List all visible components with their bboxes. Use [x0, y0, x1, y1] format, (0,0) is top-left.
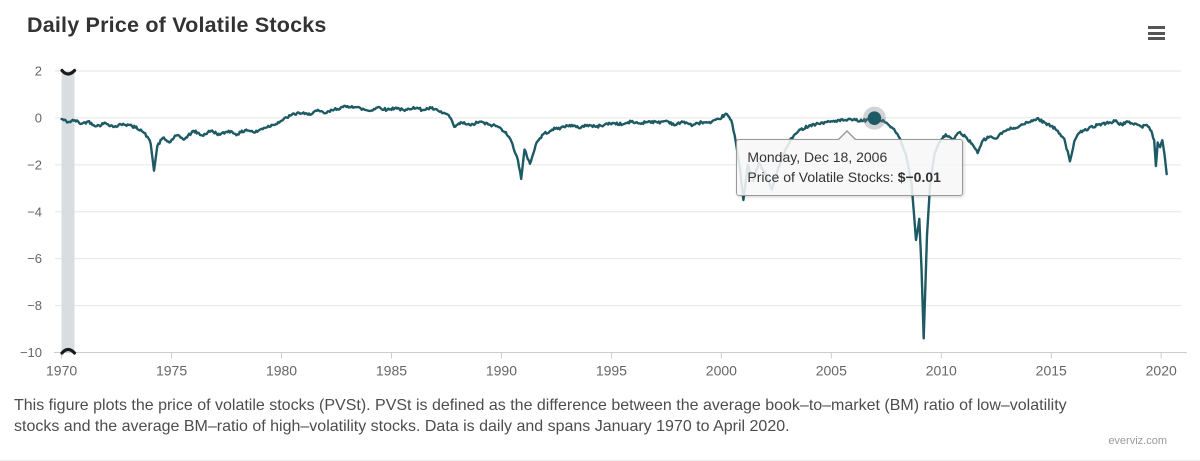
y-axis-scrollbar[interactable]: [61, 71, 75, 353]
y-axis-label: 0: [35, 110, 42, 125]
x-axis-label: 1985: [376, 363, 407, 379]
chevron-up-icon[interactable]: [60, 347, 77, 355]
chart-tooltip: Monday, Dec 18, 2006 Price of Volatile S…: [736, 130, 964, 196]
y-axis-label: −4: [27, 204, 42, 219]
point-marker[interactable]: [867, 111, 882, 125]
caption-line-2: stocks and the average BM–ratio of high–…: [14, 418, 790, 435]
x-axis-label: 1975: [156, 363, 187, 379]
everviz-credit-link[interactable]: everviz.com: [1108, 435, 1167, 447]
x-axis-label: 1995: [596, 363, 627, 379]
tooltip-value-row: Price of Volatile Stocks: $−0.01: [747, 167, 952, 187]
chevron-down-icon[interactable]: [60, 68, 77, 76]
series-line[interactable]: [60, 104, 1168, 340]
plot-area: 2 0 −2 −4 −6 −8 −10 1970 1975 1980 1985 1990 1995 200…: [20, 64, 1187, 379]
x-axis-label: 2010: [926, 363, 957, 379]
y-axis-label: −8: [27, 298, 42, 313]
x-axis-label: 2000: [706, 363, 737, 379]
caption-line-1: This figure plots the price of volatile …: [14, 397, 1067, 414]
y-axis-label: 2: [35, 64, 42, 79]
chart-title: Daily Price of Volatile Stocks: [27, 13, 327, 37]
tooltip-value: $−0.01: [897, 169, 941, 185]
tooltip-series-label: Price of Volatile Stocks:: [747, 169, 894, 185]
y-axis-label: −6: [27, 251, 42, 266]
x-axis-label: 2015: [1036, 363, 1067, 379]
y-axis-label: −10: [20, 345, 42, 360]
chart-context-menu-button[interactable]: [1147, 24, 1167, 42]
x-axis-label: 2005: [816, 363, 847, 379]
x-axis-label: 1970: [46, 363, 77, 379]
x-axis-label: 1990: [486, 363, 517, 379]
hamburger-menu-icon: [1148, 26, 1165, 29]
y-axis-label: −2: [27, 157, 42, 172]
tooltip-date: Monday, Dec 18, 2006: [747, 149, 888, 165]
chart-caption: This figure plots the price of volatile …: [14, 395, 1067, 437]
x-axis-label: 2020: [1146, 363, 1177, 379]
x-axis-label: 1980: [266, 363, 297, 379]
